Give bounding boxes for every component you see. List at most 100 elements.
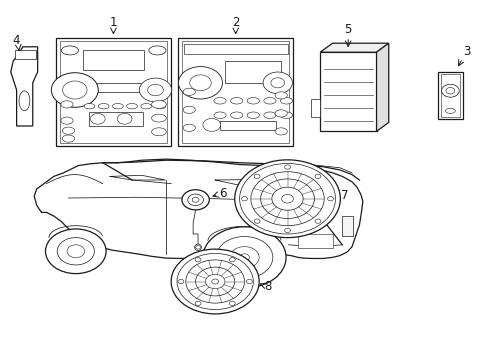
Polygon shape [376,43,388,131]
Circle shape [254,174,260,179]
Text: 2: 2 [231,16,239,29]
Circle shape [254,219,260,223]
Circle shape [239,254,249,261]
Circle shape [51,73,98,107]
Ellipse shape [98,104,109,109]
Circle shape [327,197,333,201]
Circle shape [195,246,200,249]
Bar [184,44,287,54]
Bar [437,72,462,119]
Bar [320,52,376,131]
Ellipse shape [194,244,201,251]
Text: 5: 5 [344,23,351,36]
Circle shape [211,279,218,284]
Circle shape [445,87,454,94]
Ellipse shape [274,110,287,117]
Ellipse shape [61,117,73,124]
Ellipse shape [214,98,226,104]
Ellipse shape [230,112,242,118]
Ellipse shape [264,98,276,104]
Text: 7: 7 [341,189,348,202]
Ellipse shape [126,104,137,109]
Text: 6: 6 [219,187,226,200]
Circle shape [62,81,87,99]
Ellipse shape [141,104,151,109]
Ellipse shape [19,91,30,111]
Circle shape [241,197,247,201]
Circle shape [239,163,335,234]
Bar [224,61,281,83]
Polygon shape [320,43,388,52]
Circle shape [246,279,252,284]
Circle shape [195,267,234,296]
Bar [93,83,144,92]
Circle shape [314,174,320,179]
Text: 4: 4 [12,34,20,47]
Circle shape [263,72,292,94]
Ellipse shape [214,112,226,118]
Bar [89,112,143,126]
Circle shape [187,194,203,206]
Bar [220,121,276,130]
Circle shape [441,84,458,97]
Ellipse shape [151,114,166,122]
Bar [56,38,171,146]
Polygon shape [311,99,320,117]
Circle shape [189,75,211,91]
Ellipse shape [274,92,287,99]
Text: 3: 3 [462,45,469,58]
Circle shape [284,228,290,233]
Circle shape [281,194,293,203]
Circle shape [195,257,201,262]
Circle shape [177,253,253,310]
Ellipse shape [151,100,166,108]
Ellipse shape [148,46,165,55]
Ellipse shape [247,98,259,104]
Circle shape [205,274,224,289]
Text: 1: 1 [109,16,117,29]
Ellipse shape [264,112,276,118]
Bar [15,50,36,59]
Ellipse shape [61,46,79,55]
Bar [83,50,144,70]
Circle shape [178,279,183,284]
Circle shape [57,238,94,265]
Circle shape [67,245,84,258]
Circle shape [229,257,235,262]
Circle shape [216,237,272,278]
Circle shape [90,113,105,124]
Ellipse shape [62,135,74,142]
Ellipse shape [183,106,195,113]
Ellipse shape [112,104,123,109]
Ellipse shape [247,112,259,118]
Ellipse shape [84,104,95,109]
Text: 8: 8 [264,280,271,293]
Circle shape [178,67,222,99]
Ellipse shape [280,98,292,104]
Ellipse shape [280,112,292,118]
Circle shape [270,78,284,88]
Polygon shape [11,47,38,126]
Circle shape [182,190,209,210]
Circle shape [185,260,244,303]
Circle shape [250,172,324,226]
Circle shape [203,227,285,288]
Circle shape [203,118,220,131]
Circle shape [147,84,163,96]
Ellipse shape [151,128,166,136]
Circle shape [192,197,199,202]
Ellipse shape [445,108,454,113]
Circle shape [171,249,259,314]
Ellipse shape [183,88,195,95]
Ellipse shape [62,127,74,134]
Circle shape [139,78,171,102]
Bar [440,74,459,117]
Circle shape [195,301,201,306]
Bar [298,234,332,248]
Bar [182,41,289,143]
Bar [342,216,352,236]
Circle shape [229,301,235,306]
Ellipse shape [183,124,195,131]
Bar [178,38,293,146]
Circle shape [45,229,106,274]
